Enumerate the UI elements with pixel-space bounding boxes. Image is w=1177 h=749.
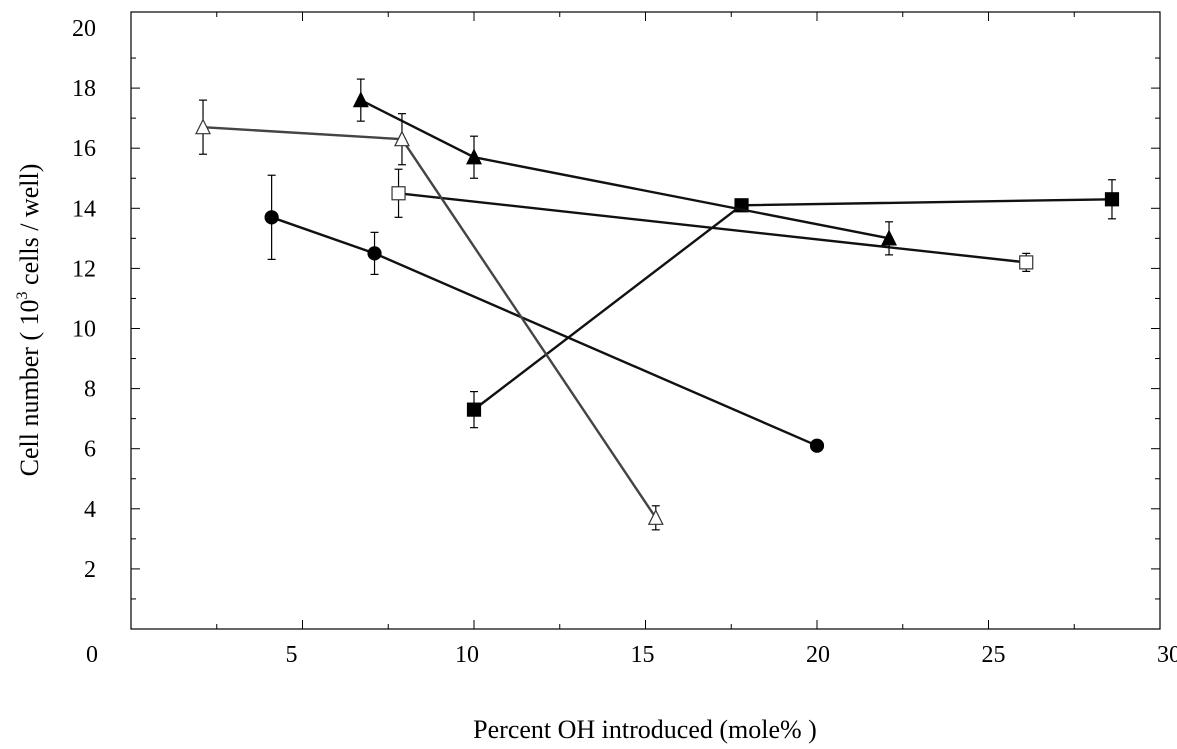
x-tick-label: 20	[806, 642, 830, 668]
plot-frame	[130, 11, 1161, 630]
y-axis-title-unit: cells / well)	[15, 164, 44, 292]
y-tick-label: 10	[72, 317, 96, 343]
y-axis-title: Cell number ( 103 cells / well)	[14, 164, 44, 477]
series-5	[195, 99, 664, 531]
data-point-triangle	[393, 130, 410, 147]
data-point-circle	[367, 246, 382, 261]
x-tick-label: 5	[286, 642, 298, 668]
data-point-square	[466, 402, 482, 417]
series-layer	[195, 78, 1120, 531]
x-tick-label: 10	[455, 642, 479, 668]
series-line	[398, 192, 1027, 264]
data-point-circle	[809, 438, 825, 453]
series-3	[391, 168, 1034, 273]
data-point-triangle	[881, 229, 898, 246]
series-1	[264, 174, 825, 453]
x-tick-labels: 0 5 10 15 20 25 30	[86, 642, 1177, 668]
y-tick-labels: 2 4 6 8 10 12 14 16 18 20	[72, 16, 96, 583]
y-tick-label: 8	[84, 377, 96, 403]
series-line	[473, 198, 1112, 411]
y-tick-label: 2	[84, 557, 96, 583]
y-tick-label: 14	[72, 196, 96, 222]
x-tick-label: 25	[982, 642, 1006, 668]
x-tick-label: 0	[86, 642, 98, 668]
y-tick-label: 12	[72, 256, 96, 282]
data-point-circle	[264, 210, 279, 225]
y-axis-title-superscript: 3	[14, 291, 31, 299]
data-point-square	[1104, 192, 1120, 207]
data-point-triangle	[647, 508, 664, 525]
data-point-triangle	[466, 148, 482, 165]
series-2	[466, 179, 1120, 429]
x-tick-label: 15	[631, 642, 655, 668]
series-line	[271, 216, 818, 447]
y-tick-label: 16	[72, 136, 96, 162]
x-tick-label: 30	[1157, 642, 1177, 668]
y-tick-label: 4	[84, 497, 96, 523]
series-4	[352, 78, 898, 256]
y-tick-label: 6	[84, 437, 96, 463]
data-point-triangle	[195, 118, 212, 135]
data-point-square	[1019, 255, 1034, 270]
x-axis-title: Percent OH introduced (mole% )	[473, 715, 817, 744]
y-axis-title-main: Cell number ( 10	[15, 299, 44, 476]
y-tick-label: 18	[72, 76, 96, 102]
y-tick-label: 20	[72, 16, 96, 42]
data-point-triangle	[352, 91, 369, 108]
axis-ticks	[131, 12, 1160, 629]
data-point-square	[391, 186, 406, 201]
